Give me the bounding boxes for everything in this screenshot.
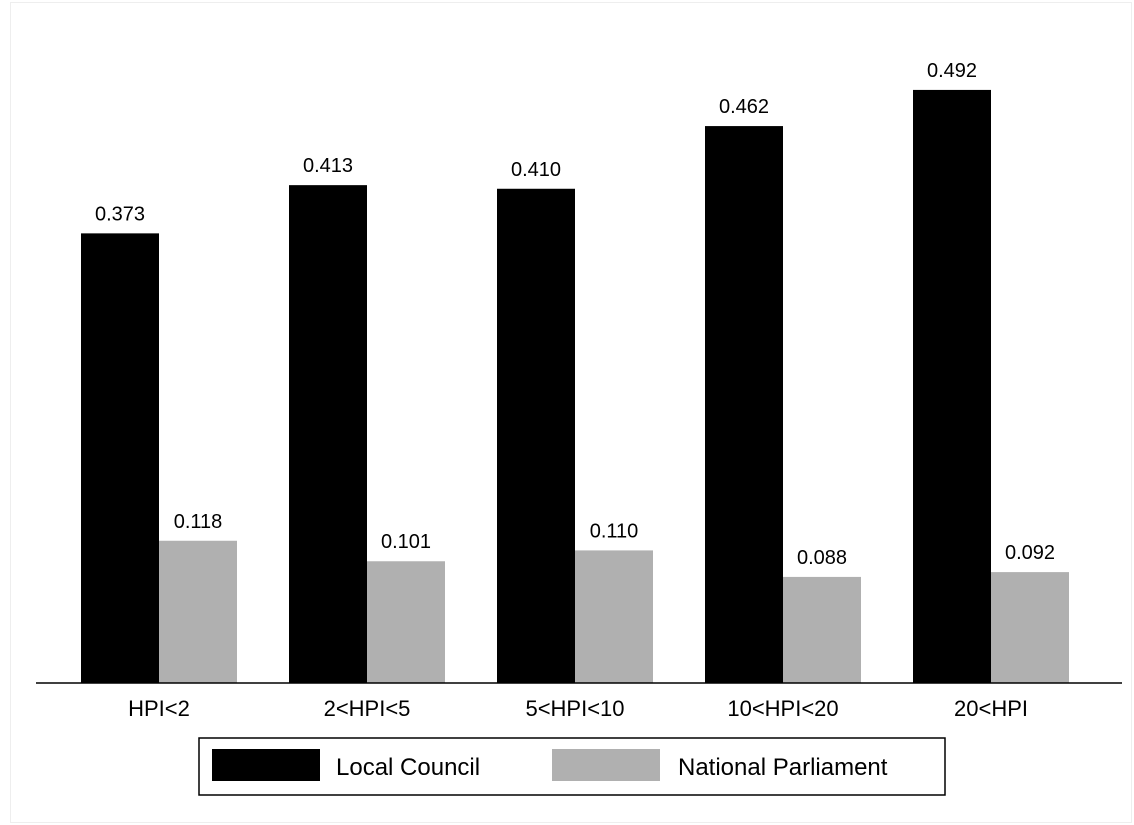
value-label-national-parliament-2: 0.110	[590, 520, 639, 542]
legend-swatch-national-parliament	[552, 749, 660, 781]
x-tick-label-2: 5<HPI<10	[525, 696, 624, 721]
value-label-national-parliament-0: 0.118	[174, 511, 223, 533]
x-tick-label-3: 10<HPI<20	[727, 696, 838, 721]
value-label-local-council-3: 0.462	[719, 96, 769, 118]
bar-local-council-0	[81, 233, 159, 683]
value-label-local-council-0: 0.373	[95, 203, 145, 225]
bar-national-parliament-1	[367, 561, 445, 683]
bar-national-parliament-2	[575, 550, 653, 683]
legend-label-national-parliament: National Parliament	[678, 754, 888, 781]
value-label-local-council-4: 0.492	[927, 60, 977, 82]
x-tick-labels-layer: HPI<2 2<HPI<5 5<HPI<10 10<HPI<20 20<HPI	[128, 696, 1028, 721]
bar-national-parliament-4	[991, 572, 1069, 683]
bars-layer	[81, 89, 1069, 683]
x-tick-label-4: 20<HPI	[954, 696, 1028, 721]
bar-local-council-3	[705, 126, 783, 683]
bar-national-parliament-3	[783, 576, 861, 683]
value-label-national-parliament-1: 0.101	[381, 531, 431, 553]
chart-frame	[10, 2, 1132, 823]
x-tick-label-0: HPI<2	[128, 696, 190, 721]
value-label-local-council-1: 0.413	[303, 155, 353, 177]
legend: Local Council National Parliament	[198, 737, 946, 796]
bar-local-council-1	[289, 185, 367, 683]
value-label-national-parliament-4: 0.092	[1005, 542, 1055, 564]
bar-national-parliament-0	[159, 540, 237, 683]
legend-label-local-council: Local Council	[336, 754, 480, 781]
value-labels-layer: 0.373 0.118 0.413 0.101 0.410 0.110 0.462 0.088…	[95, 60, 1055, 569]
bar-local-council-4	[913, 89, 991, 683]
legend-swatch-local-council	[212, 749, 320, 781]
bar-local-council-2	[497, 188, 575, 683]
x-tick-label-1: 2<HPI<5	[324, 696, 411, 721]
value-label-national-parliament-3: 0.088	[797, 547, 847, 569]
value-label-local-council-2: 0.410	[511, 159, 561, 181]
